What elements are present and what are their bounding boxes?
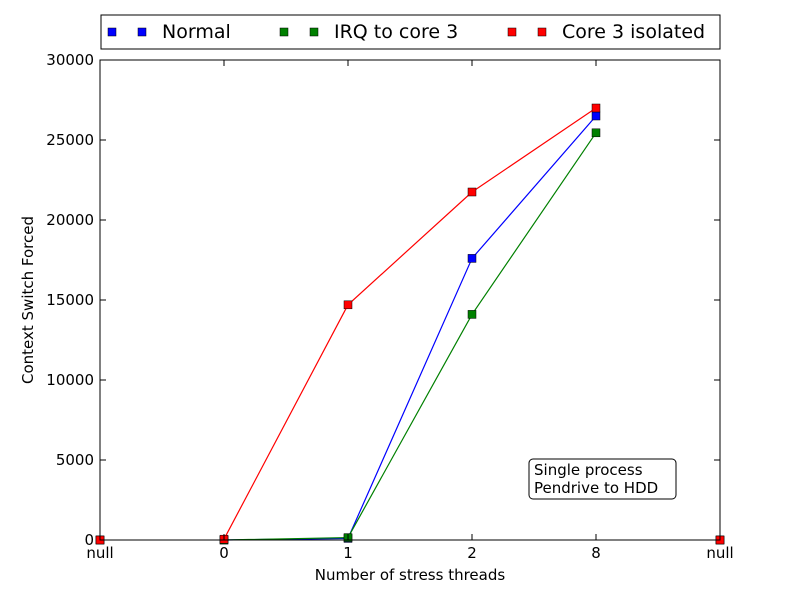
x-tick-label: 0	[219, 544, 229, 562]
series-2-point	[591, 103, 601, 113]
annotation: Single process Pendrive to HDD	[528, 458, 677, 500]
series-line-2	[223, 107, 597, 540]
y-tick-label: 10000	[46, 371, 94, 389]
x-tick-label: null	[86, 544, 113, 562]
legend-marker	[507, 27, 517, 37]
series-1-point	[467, 310, 477, 319]
y-tick-label: 25000	[46, 131, 94, 149]
annotation-box	[528, 458, 677, 500]
plot-lines	[223, 107, 597, 541]
x-axis-title: Number of stress threads	[315, 566, 506, 584]
y-tick-label: 30000	[46, 51, 94, 69]
series-line-1	[223, 132, 597, 541]
legend-box	[100, 14, 721, 50]
y-tick-label: 20000	[46, 211, 94, 229]
x-tick-label: 1	[343, 544, 353, 562]
legend-marker	[107, 27, 117, 37]
legend-label: Normal	[162, 21, 231, 43]
series-2-point	[467, 187, 477, 197]
series-1-point	[591, 128, 601, 138]
legend-marker	[137, 27, 147, 37]
annotation-line-1: Single process	[534, 461, 643, 479]
y-axis: 0 5000 10000 15000 20000 25000 30000	[46, 51, 720, 549]
y-tick-label: 5000	[56, 451, 94, 469]
series-0-point	[591, 111, 601, 121]
series-0-point	[467, 254, 477, 263]
legend-label: IRQ to core 3	[334, 21, 458, 43]
series-2-point	[343, 300, 353, 310]
y-tick-label: 15000	[46, 291, 94, 309]
legend-marker	[537, 27, 547, 37]
annotation-line-2: Pendrive to HDD	[534, 479, 658, 497]
legend-label: Core 3 isolated	[562, 21, 705, 43]
x-axis: null 0 1 2 8 null	[86, 60, 734, 562]
legend: Normal IRQ to core 3 Core 3 isolated	[100, 14, 721, 50]
x-tick-label: null	[706, 544, 733, 562]
legend-marker	[309, 27, 319, 37]
legend-marker	[279, 27, 289, 37]
x-tick-label: 8	[591, 544, 601, 562]
x-tick-label: 2	[467, 544, 477, 562]
y-tick-label: 0	[84, 531, 94, 549]
y-axis-title: Context Switch Forced	[19, 216, 37, 384]
